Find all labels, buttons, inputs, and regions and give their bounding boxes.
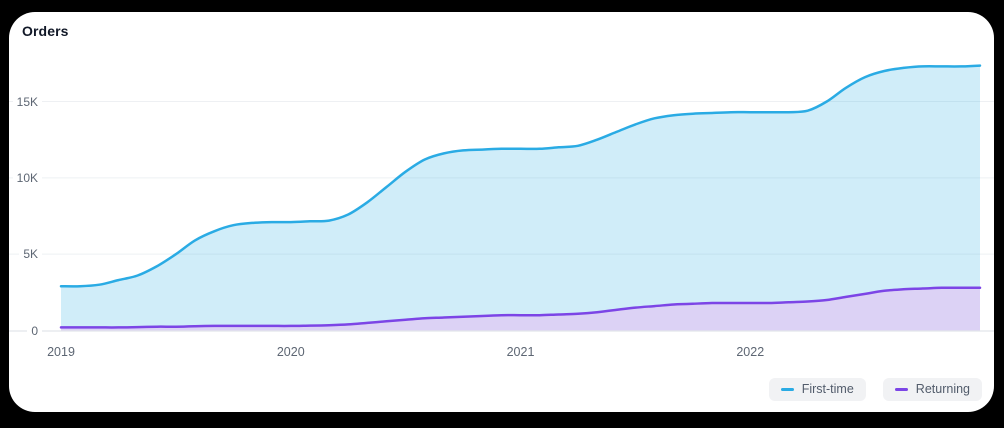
y-axis-label: 0 (27, 323, 42, 338)
x-axis-label: 2019 (47, 345, 75, 359)
legend-dash-icon (894, 388, 908, 391)
legend-item-returning[interactable]: Returning (882, 378, 982, 401)
card-title: Orders (22, 23, 69, 39)
legend-item-first-time[interactable]: First-time (768, 378, 866, 401)
line-first-time (59, 64, 982, 288)
area-first-time (61, 65, 980, 331)
chart-legend: First-time Returning (768, 378, 982, 401)
x-axis-label: 2020 (276, 345, 305, 359)
y-axis-label: 10K (12, 170, 42, 185)
line-returning (59, 286, 982, 329)
legend-label: First-time (801, 382, 854, 396)
x-axis-label: 2021 (506, 345, 535, 359)
y-axis-label: 5K (19, 247, 42, 262)
orders-chart-card: Orders 0 5K 10K 15K 2019 2020 2021 2022 First-… (9, 12, 994, 412)
area-returning (61, 287, 980, 331)
legend-label: Returning (915, 382, 970, 396)
legend-dash-icon (780, 388, 794, 391)
y-axis-label: 15K (12, 94, 42, 109)
orders-area-chart[interactable] (9, 12, 994, 412)
x-axis-label: 2022 (736, 345, 765, 359)
